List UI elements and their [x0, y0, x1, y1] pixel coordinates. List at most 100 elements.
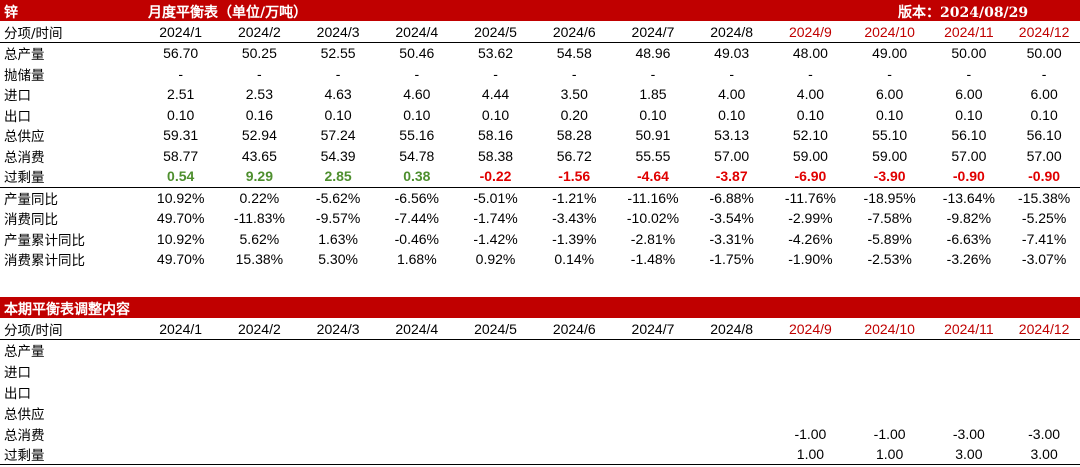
- row-label: 总消费: [4, 149, 45, 166]
- row-label: 过剩量: [4, 170, 45, 187]
- value-cell: [535, 423, 614, 444]
- row-label: 总供应: [4, 129, 45, 146]
- table-row: 过剩量 0.54 9.29 2.85 0.38 -0.22 -1.56 -4.64 -3.87 -…: [0, 166, 1080, 187]
- value-cell: -3.00: [952, 425, 985, 442]
- value-cell: -9.82%: [946, 210, 992, 227]
- value-cell: -2.81%: [630, 230, 676, 247]
- row-label: 总产量: [4, 344, 45, 361]
- value-cell: 0.10: [481, 106, 510, 123]
- value-cell: [1008, 402, 1080, 423]
- value-cell: 4.60: [403, 86, 431, 103]
- value-cell: [614, 361, 693, 382]
- value-cell: 1.00: [876, 446, 904, 463]
- value-cell: [850, 340, 930, 361]
- value-cell: [377, 423, 456, 444]
- value-cell: 59.31: [163, 127, 199, 144]
- month-header: 2024/11: [929, 21, 1009, 43]
- value-cell: 10.92%: [141, 186, 221, 208]
- value-cell: [141, 382, 220, 403]
- value-cell: -7.58%: [867, 210, 912, 227]
- value-cell: -5.25%: [1021, 210, 1067, 227]
- value-cell: [535, 402, 614, 423]
- table-row: 消费同比 49.70% -11.83% -9.57% -7.44% -1.74% -3.43…: [0, 208, 1080, 229]
- value-cell: 6.00: [876, 86, 904, 103]
- value-cell: [771, 361, 850, 382]
- value-cell: -3.43%: [552, 210, 597, 227]
- table-row: 总供应 59.31 52.94 57.24 55.16 58.16 58.28 50.91 53…: [0, 125, 1080, 146]
- value-cell: 58.16: [478, 127, 514, 144]
- value-cell: 56.10: [951, 127, 987, 144]
- value-cell: -11.76%: [771, 186, 850, 208]
- value-cell: -3.31%: [709, 230, 754, 247]
- table-row: 总供应: [0, 402, 1080, 423]
- value-cell: [692, 402, 771, 423]
- row-label: 产量累计同比: [4, 232, 85, 249]
- value-cell: 0.10: [324, 106, 352, 123]
- value-cell: 43.65: [241, 147, 277, 164]
- value-cell: 1.00: [796, 446, 825, 463]
- month-header: 2024/10: [849, 318, 930, 340]
- table-row: 进口 2.51 2.53 4.63 4.60 4.44 3.50 1.85 4.00 4.00 6.…: [0, 84, 1080, 105]
- value-cell: 50.46: [399, 45, 435, 62]
- value-cell: 0.14%: [554, 251, 595, 268]
- value-cell: 59.00: [872, 147, 908, 164]
- value-cell: 54.78: [399, 147, 435, 164]
- value-cell: [930, 402, 1009, 423]
- month-header: 2024/2: [220, 21, 299, 43]
- month-header: 2024/10: [849, 21, 930, 43]
- balance-table: 分项/时间 2024/1 2024/2 2024/3 2024/4 2024/5 2024/…: [0, 21, 1080, 270]
- value-cell: [377, 340, 456, 361]
- value-cell: 50.91: [635, 127, 671, 144]
- value-cell: 0.16: [245, 106, 273, 123]
- value-cell: [456, 340, 535, 361]
- month-header: 2024/4: [377, 21, 457, 43]
- value-cell: -5.01%: [456, 186, 535, 208]
- value-cell: [1008, 382, 1080, 403]
- value-cell: -: [571, 65, 577, 82]
- value-cell: [220, 361, 299, 382]
- value-cell: [220, 423, 299, 444]
- month-header: 2024/9: [771, 318, 850, 340]
- header-label: 分项/时间: [0, 318, 142, 340]
- value-cell: 58.38: [478, 147, 514, 164]
- table-row: 总产量: [0, 340, 1080, 361]
- value-cell: -1.90%: [788, 251, 833, 268]
- value-cell: [850, 382, 930, 403]
- value-cell: -1.00: [794, 425, 827, 442]
- value-cell: -1.75%: [709, 251, 754, 268]
- value-cell: 4.63: [324, 86, 352, 103]
- value-cell: [930, 382, 1009, 403]
- value-cell: 48.96: [635, 45, 671, 62]
- value-cell: 2.51: [167, 86, 195, 103]
- month-header: 2024/11: [929, 318, 1009, 340]
- row-label: 出口: [4, 108, 31, 125]
- value-cell: 6.00: [955, 86, 983, 103]
- value-cell: 54.58: [556, 45, 592, 62]
- row-label: 过剩量: [4, 448, 45, 465]
- table-row: 总产量 56.70 50.25 52.55 50.46 53.62 54.58 48.96 49…: [0, 43, 1080, 64]
- value-cell: [299, 382, 378, 403]
- value-cell: -4.26%: [788, 230, 833, 247]
- value-cell: 4.44: [481, 86, 510, 103]
- value-cell: [771, 402, 850, 423]
- value-cell: 54.39: [320, 147, 356, 164]
- value-cell: 59.00: [792, 147, 828, 164]
- row-label: 总消费: [4, 427, 45, 444]
- value-cell: 0.20: [560, 106, 588, 123]
- value-cell: 57.00: [951, 147, 987, 164]
- value-cell: 58.77: [163, 147, 199, 164]
- value-cell: -6.56%: [377, 186, 457, 208]
- value-cell: [377, 444, 456, 465]
- value-cell: 2.85: [324, 168, 352, 185]
- value-cell: -: [1041, 65, 1047, 82]
- value-cell: [771, 382, 850, 403]
- value-cell: -5.62%: [298, 186, 378, 208]
- row-label: 总供应: [4, 406, 45, 423]
- table-row: 抛储量 - - - - - - - - - - - -: [0, 64, 1080, 85]
- month-header: 2024/7: [613, 21, 693, 43]
- value-cell: -: [650, 65, 656, 82]
- value-cell: 0.10: [639, 106, 667, 123]
- value-cell: 0.54: [167, 168, 195, 185]
- value-cell: -3.07%: [1021, 251, 1067, 268]
- value-cell: 9.29: [245, 168, 273, 185]
